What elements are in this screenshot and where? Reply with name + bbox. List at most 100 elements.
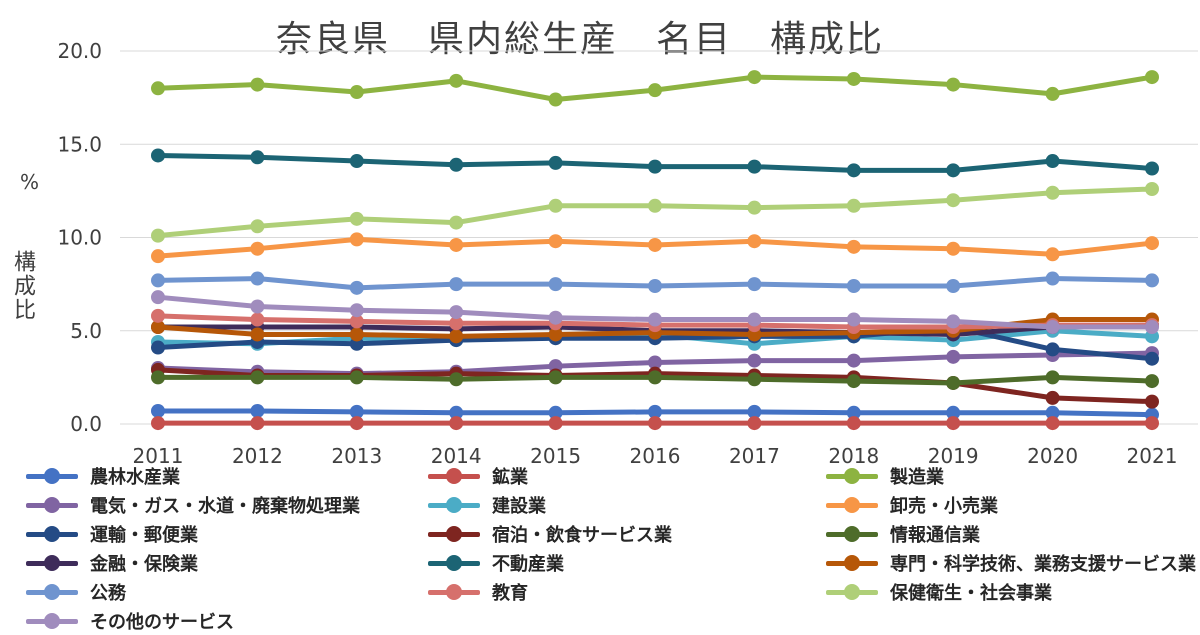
legend-label: 不動産業 xyxy=(492,554,564,575)
legend-swatch xyxy=(820,578,884,606)
data-point xyxy=(151,228,165,243)
x-tick-label: 2021 xyxy=(1127,444,1178,468)
series-2 xyxy=(151,416,1159,431)
legend-item: 情報通信業 xyxy=(820,520,980,548)
series-16 xyxy=(151,290,1159,335)
y-axis-label: 構成比 xyxy=(10,250,35,322)
y-tick-label: 10.0 xyxy=(57,226,102,250)
data-point xyxy=(1045,370,1060,385)
y-tick-label: 0.0 xyxy=(70,412,102,436)
data-point xyxy=(548,405,563,420)
data-point xyxy=(648,416,662,431)
data-point xyxy=(449,329,464,344)
legend-swatch xyxy=(20,491,84,519)
legend-item: 教育 xyxy=(422,578,528,606)
data-point xyxy=(151,320,165,335)
legend-swatch xyxy=(20,607,84,635)
data-point xyxy=(747,404,762,419)
data-point xyxy=(648,370,662,385)
legend-item: その他のサービス xyxy=(20,607,234,635)
data-point xyxy=(747,234,762,249)
data-point xyxy=(1045,416,1060,431)
data-point xyxy=(449,316,464,331)
legend-label: 金融・保険業 xyxy=(90,554,198,575)
x-tick-label: 2018 xyxy=(828,444,879,468)
data-point xyxy=(1145,236,1159,251)
data-point xyxy=(946,193,961,208)
data-point xyxy=(250,77,265,92)
data-point xyxy=(846,198,861,213)
legend-item: 建設業 xyxy=(422,491,546,519)
legend-swatch-dot xyxy=(44,468,60,484)
data-point xyxy=(250,370,265,385)
legend-label: 電気・ガス・水道・廃棄物処理業 xyxy=(90,496,360,517)
data-point xyxy=(250,241,265,256)
data-point xyxy=(946,375,961,390)
data-point xyxy=(747,372,762,387)
data-point xyxy=(846,312,861,327)
data-point xyxy=(747,70,762,85)
data-point xyxy=(648,198,662,213)
legend-swatch xyxy=(20,520,84,548)
data-point xyxy=(1045,405,1060,420)
legend-item: 金融・保険業 xyxy=(20,549,198,577)
legend-swatch-dot xyxy=(844,497,860,513)
legend-swatch xyxy=(820,462,884,490)
legend-item: 電気・ガス・水道・廃棄物処理業 xyxy=(20,491,360,519)
data-point xyxy=(548,327,563,342)
data-point xyxy=(1045,154,1060,169)
legend-label: 鉱業 xyxy=(492,467,528,488)
data-point xyxy=(548,277,563,292)
x-tick-label: 2014 xyxy=(431,444,482,468)
legend-swatch xyxy=(20,462,84,490)
series-8 xyxy=(151,362,1159,409)
legend-label: 卸売・小売業 xyxy=(890,496,998,517)
series-3 xyxy=(151,70,1159,107)
data-point xyxy=(846,374,861,389)
data-point xyxy=(648,312,662,327)
data-point xyxy=(449,237,464,252)
data-point xyxy=(747,277,762,292)
data-point xyxy=(946,278,961,293)
legend-label: 教育 xyxy=(492,583,528,604)
data-point xyxy=(250,403,265,418)
data-point xyxy=(151,290,165,305)
data-point xyxy=(349,232,364,247)
legend-label: その他のサービス xyxy=(90,612,234,633)
data-point xyxy=(846,278,861,293)
data-point xyxy=(151,249,165,264)
data-point xyxy=(349,211,364,226)
data-point xyxy=(846,353,861,368)
data-point xyxy=(747,353,762,368)
data-point xyxy=(946,77,961,92)
y-tick-label: 15.0 xyxy=(57,132,102,156)
data-point xyxy=(151,148,165,163)
data-point xyxy=(1145,70,1159,85)
legend-swatch xyxy=(422,578,486,606)
series-6 xyxy=(151,232,1159,264)
legend-label: 公務 xyxy=(90,583,126,604)
series-9 xyxy=(151,370,1159,390)
legend-swatch-dot xyxy=(844,468,860,484)
data-point xyxy=(747,312,762,327)
legend-swatch-dot xyxy=(446,468,462,484)
legend-item: 鉱業 xyxy=(422,462,528,490)
data-point xyxy=(250,327,265,342)
legend-swatch-dot xyxy=(44,613,60,629)
data-point xyxy=(250,312,265,327)
data-point xyxy=(846,71,861,86)
data-point xyxy=(349,85,364,100)
legend-item: 運輸・郵便業 xyxy=(20,520,198,548)
data-point xyxy=(1045,271,1060,286)
data-point xyxy=(846,405,861,420)
data-point xyxy=(1045,342,1060,357)
legend-swatch-dot xyxy=(44,526,60,542)
legend-item: 公務 xyxy=(20,578,126,606)
legend-label: 製造業 xyxy=(890,467,944,488)
data-point xyxy=(250,299,265,314)
data-point xyxy=(648,355,662,370)
series-11 xyxy=(151,148,1159,178)
x-tick-label: 2016 xyxy=(630,444,681,468)
data-point xyxy=(1045,247,1060,262)
